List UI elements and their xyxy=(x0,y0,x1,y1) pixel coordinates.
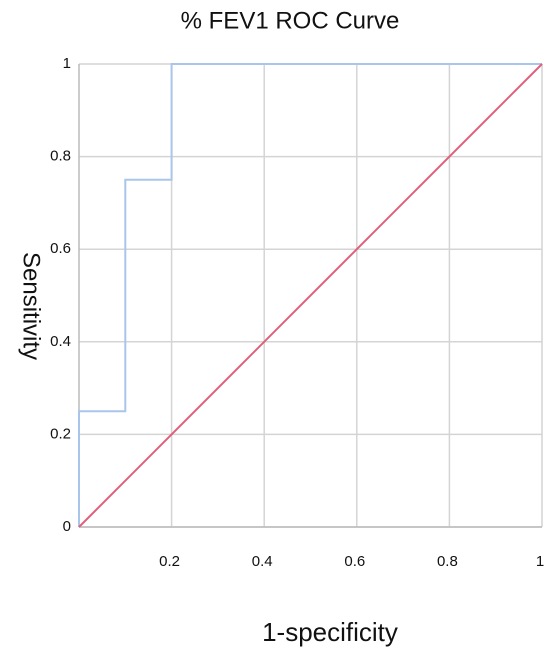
roc-line xyxy=(78,63,543,528)
y-axis-label: Sensitivity xyxy=(18,252,45,360)
y-tick-label: 0.8 xyxy=(50,148,71,165)
y-tick-label: 1 xyxy=(63,55,71,72)
roc-line xyxy=(78,63,542,527)
y-tick-label: 0.2 xyxy=(50,425,71,442)
x-tick-label: 0.4 xyxy=(252,553,273,570)
x-tick-label: 0.8 xyxy=(437,553,458,570)
x-axis-label: 1-specificity xyxy=(262,617,398,647)
y-tick-label: 0.4 xyxy=(50,333,71,350)
x-tick-label: 0.2 xyxy=(159,553,180,570)
x-tick-label: 1 xyxy=(536,553,544,570)
y-tick-label: 0.6 xyxy=(50,240,71,257)
x-tick-label: 0.6 xyxy=(344,553,365,570)
chart-title: % FEV1 ROC Curve xyxy=(181,7,400,34)
y-tick-label: 0 xyxy=(63,518,71,535)
